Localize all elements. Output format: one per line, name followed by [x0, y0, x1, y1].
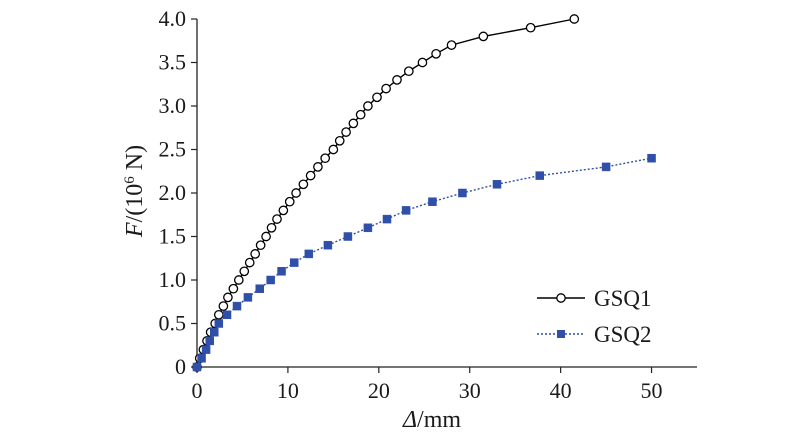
- data-point: [239, 266, 250, 277]
- legend-label: GSQ2: [594, 322, 652, 347]
- data-point: [305, 170, 316, 181]
- data-point: [205, 336, 214, 346]
- x-axis-title: Δ/mm: [402, 407, 461, 433]
- data-point: [214, 319, 224, 328]
- data-point: [569, 14, 580, 24]
- data-point: [341, 127, 351, 137]
- x-tick-label: 40: [550, 378, 572, 403]
- data-point: [290, 258, 299, 267]
- data-point: [355, 109, 366, 120]
- data-point: [313, 162, 323, 172]
- y-tick-label: 0: [175, 354, 186, 379]
- series-gsq1: [192, 14, 580, 372]
- y-axis-title-symbol: F: [122, 222, 148, 238]
- data-point: [535, 171, 544, 180]
- data-point: [192, 362, 202, 372]
- data-point: [328, 144, 339, 155]
- data-point: [213, 309, 224, 320]
- y-tick-label: 2.5: [159, 137, 187, 162]
- y-tick-label: 2.0: [159, 180, 187, 205]
- data-point: [323, 240, 333, 250]
- data-point: [417, 57, 428, 68]
- y-tick-label: 1.5: [159, 224, 187, 249]
- y-tick-label: 1.0: [159, 267, 187, 292]
- data-point: [428, 197, 437, 206]
- data-point: [244, 257, 255, 268]
- data-point: [272, 214, 282, 224]
- data-point: [363, 101, 373, 111]
- data-point: [210, 327, 219, 337]
- x-axis-title-unit: /mm: [417, 407, 461, 433]
- data-point: [403, 66, 414, 77]
- data-point: [382, 214, 392, 224]
- data-point: [392, 75, 402, 85]
- data-point: [381, 83, 391, 94]
- data-point: [266, 275, 275, 285]
- data-point: [343, 232, 353, 241]
- x-tick-label: 30: [459, 378, 481, 403]
- data-point: [492, 180, 502, 189]
- x-tick-label: 10: [277, 378, 299, 403]
- x-tick-label: 0: [192, 378, 203, 403]
- y-tick-label: 3.0: [159, 93, 187, 118]
- series-line: [196, 18, 575, 368]
- data-point: [363, 223, 373, 233]
- data-point: [255, 284, 264, 293]
- data-point: [197, 354, 206, 363]
- series-line: [196, 157, 652, 368]
- axes: 0 10 20 30 40 50 0 0.5 1.0 1.5 2.0 2.5 3.0 3.5 4.0: [159, 6, 697, 403]
- data-point: [431, 48, 441, 59]
- data-point: [277, 267, 286, 276]
- data-point: [261, 231, 271, 242]
- data-point: [478, 31, 489, 42]
- data-point: [647, 153, 656, 163]
- data-point: [334, 135, 345, 146]
- x-tick-label: 50: [641, 378, 663, 403]
- data-point: [284, 196, 295, 207]
- data-point: [218, 301, 229, 311]
- data-point: [372, 92, 382, 103]
- x-axis-title-symbol: Δ: [402, 407, 417, 433]
- data-point: [601, 162, 611, 172]
- data-point: [222, 310, 232, 320]
- y-tick-label: 4.0: [159, 6, 187, 31]
- data-point: [233, 275, 244, 285]
- legend-item: GSQ2: [537, 322, 652, 347]
- x-tick-label: 20: [368, 378, 390, 403]
- y-axis-title-exponent: 6: [122, 176, 138, 184]
- data-point: [266, 222, 277, 233]
- legend-item: GSQ1: [537, 286, 652, 311]
- legend-marker: [557, 330, 565, 338]
- data-point: [232, 301, 242, 311]
- legend: GSQ1 GSQ2: [537, 286, 652, 347]
- data-point: [525, 22, 536, 33]
- y-axis-title: F/(106 N): [122, 145, 148, 238]
- y-tick-label: 3.5: [159, 50, 187, 75]
- data-point: [304, 249, 314, 259]
- y-tick-label: 0.5: [159, 311, 187, 336]
- data-point: [250, 249, 261, 259]
- data-point: [255, 240, 266, 251]
- data-point: [320, 153, 331, 164]
- data-point: [278, 205, 289, 216]
- plot-area: [192, 14, 656, 372]
- data-point: [446, 40, 457, 50]
- data-point: [401, 206, 411, 215]
- legend-marker: [556, 293, 566, 303]
- legend-label: GSQ1: [594, 286, 652, 311]
- data-point: [458, 188, 467, 198]
- y-axis-title-pre: /(10: [122, 184, 148, 223]
- data-point: [291, 188, 301, 198]
- data-point: [348, 118, 359, 129]
- data-point: [228, 283, 239, 294]
- data-point: [298, 179, 309, 190]
- data-point: [243, 293, 253, 302]
- data-point: [223, 292, 233, 303]
- series-gsq2: [192, 153, 656, 372]
- y-axis-title-post: N): [122, 145, 148, 176]
- data-point: [201, 345, 211, 354]
